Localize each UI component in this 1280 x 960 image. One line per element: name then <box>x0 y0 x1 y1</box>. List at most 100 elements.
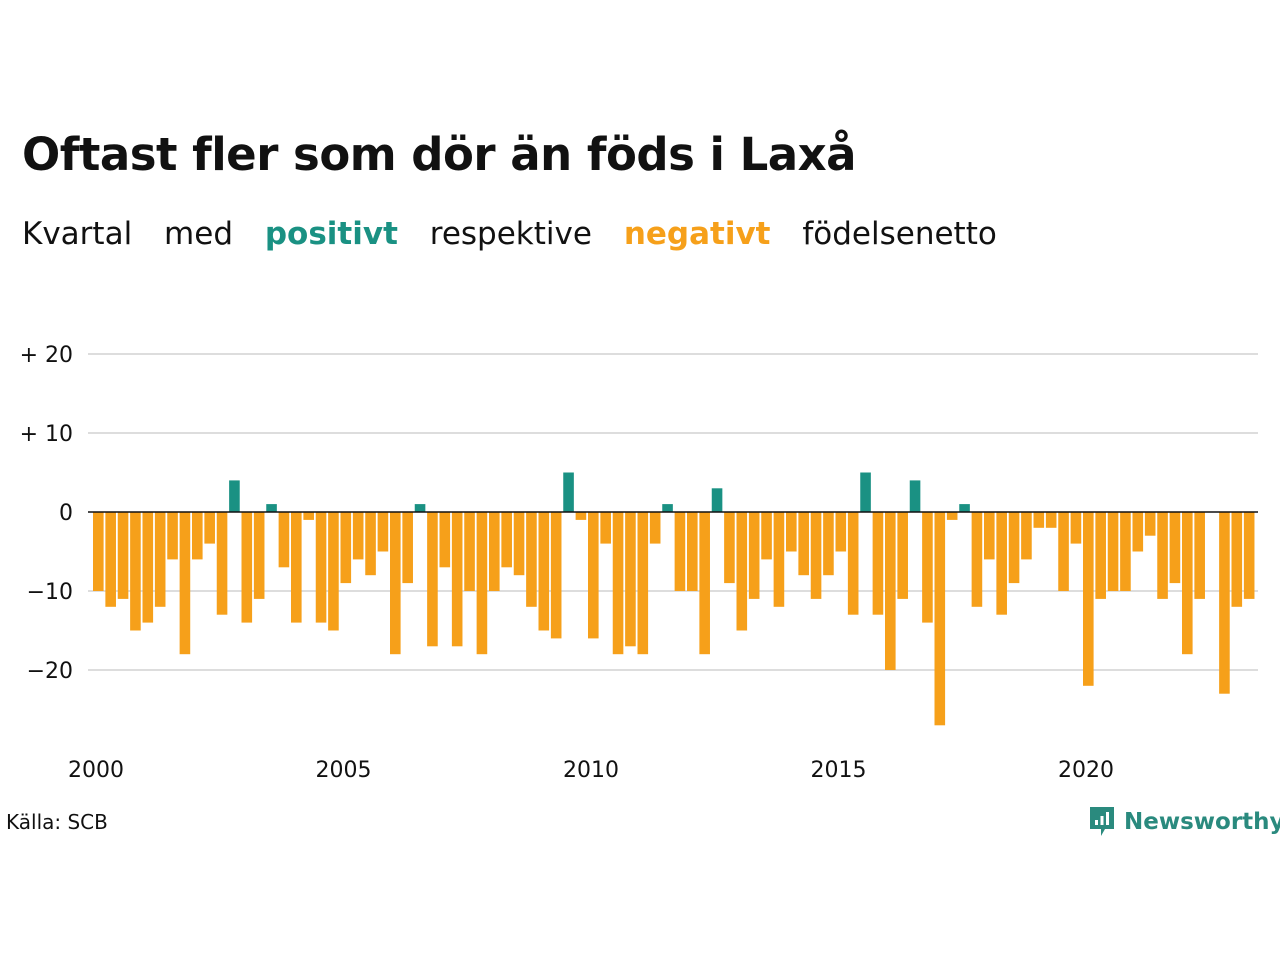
bar <box>315 512 327 623</box>
bar <box>538 512 550 631</box>
y-axis-labels: + 20 + 10 0 −10 −20 <box>20 343 73 684</box>
bar <box>1144 512 1156 536</box>
bar <box>377 512 389 552</box>
chart-title: Oftast fler som dör än föds i Laxå <box>22 128 857 181</box>
subtitle-negative-word: negativt <box>623 216 771 252</box>
bar <box>352 512 364 560</box>
bar <box>872 512 884 615</box>
chart-subtitle: Kvartal med positivt respektive negativt… <box>22 216 1019 252</box>
bar <box>1157 512 1168 599</box>
bar <box>154 512 166 607</box>
bar <box>612 512 624 655</box>
bar <box>204 512 215 544</box>
bar <box>575 512 587 520</box>
bar <box>588 512 599 639</box>
bar <box>390 512 401 655</box>
bar <box>451 512 463 647</box>
bar <box>278 512 290 568</box>
bar <box>996 512 1007 615</box>
bar <box>1058 512 1069 591</box>
bar <box>142 512 154 623</box>
bar <box>1120 512 1131 591</box>
subtitle-word: respektive <box>429 216 592 252</box>
bar <box>192 512 203 560</box>
y-tick-label: −10 <box>27 580 73 605</box>
x-tick-label: 2005 <box>316 758 372 783</box>
bar <box>105 512 116 607</box>
y-tick-label: + 20 <box>20 343 73 368</box>
bar <box>1231 512 1243 607</box>
bar <box>563 472 574 512</box>
x-tick-label: 2010 <box>563 758 619 783</box>
bar <box>130 512 141 631</box>
bar <box>253 512 265 599</box>
bars <box>93 472 1255 726</box>
bar <box>1008 512 1020 584</box>
bar <box>241 512 253 623</box>
bar <box>959 504 970 512</box>
x-axis-labels: 2000 2005 2010 2015 2020 <box>68 758 1114 783</box>
bar-chart: + 20 + 10 0 −10 −20 2000 2005 2010 2015 2020 <box>20 343 1258 783</box>
newsworthy-logo[interactable]: Newsworthy <box>1088 804 1280 840</box>
bar <box>984 512 995 560</box>
logo-text: Newsworthy <box>1124 809 1280 835</box>
bar <box>600 512 611 544</box>
bar <box>340 512 352 584</box>
bar <box>513 512 525 576</box>
bar <box>439 512 451 568</box>
bar <box>637 512 649 655</box>
y-tick-label: + 10 <box>20 422 73 447</box>
bar <box>303 512 314 520</box>
x-tick-label: 2015 <box>811 758 867 783</box>
bar <box>860 472 871 512</box>
bar <box>1033 512 1045 528</box>
bar <box>773 512 785 607</box>
bar <box>1194 512 1205 599</box>
bar <box>847 512 859 615</box>
bar <box>1021 512 1032 560</box>
bar <box>291 512 302 623</box>
bar <box>748 512 760 599</box>
bar <box>179 512 191 655</box>
bar <box>1070 512 1082 544</box>
bar <box>501 512 512 568</box>
bar <box>117 512 129 599</box>
bar <box>365 512 376 576</box>
bar <box>699 512 710 655</box>
bar <box>402 512 413 584</box>
bar <box>1095 512 1106 599</box>
bar <box>649 512 661 544</box>
bar <box>674 512 686 591</box>
bar <box>1083 512 1094 686</box>
bar <box>946 512 958 520</box>
bar <box>835 512 847 552</box>
bar <box>885 512 896 670</box>
bar <box>427 512 438 647</box>
bar <box>761 512 772 560</box>
bar <box>909 480 921 512</box>
bar <box>464 512 475 591</box>
bar <box>823 512 834 576</box>
bar <box>934 512 946 726</box>
bar <box>414 504 426 512</box>
bar <box>93 512 104 591</box>
bar <box>229 480 240 512</box>
bar <box>786 512 797 552</box>
bar <box>328 512 339 631</box>
bar <box>1169 512 1181 584</box>
bar <box>476 512 488 655</box>
newsworthy-logo-icon <box>1090 807 1114 836</box>
bar <box>687 512 698 591</box>
bar <box>897 512 908 599</box>
subtitle-word: födelsenetto <box>802 216 997 252</box>
bar <box>266 504 277 512</box>
bar <box>1107 512 1119 591</box>
bar <box>724 512 735 584</box>
subtitle-word: Kvartal <box>22 216 133 252</box>
bar <box>1045 512 1057 528</box>
bar <box>711 488 723 512</box>
source-note: Källa: SCB <box>6 810 108 834</box>
bar <box>550 512 562 639</box>
bar <box>1182 512 1193 655</box>
bar <box>489 512 500 591</box>
